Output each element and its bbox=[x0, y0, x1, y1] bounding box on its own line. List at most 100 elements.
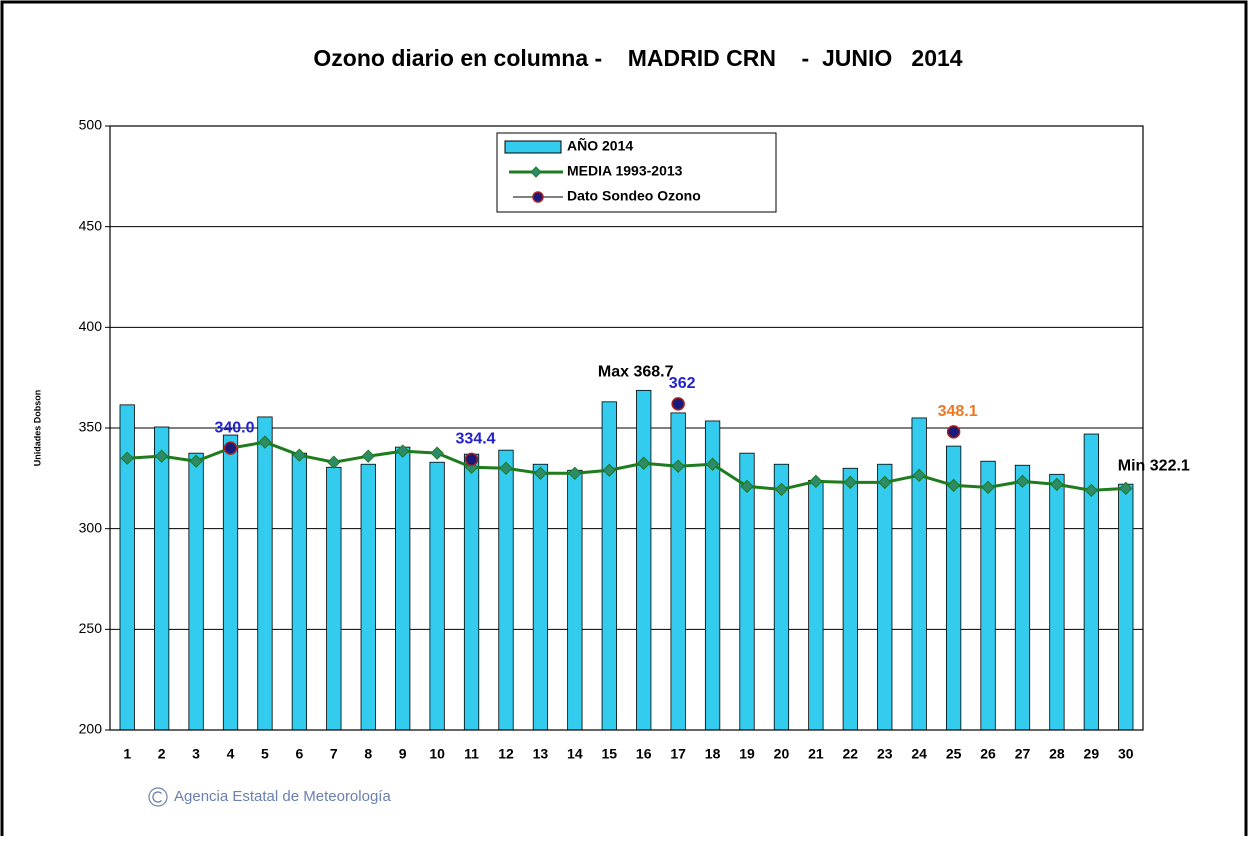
copyright-icon bbox=[148, 787, 168, 807]
y-tick-label: 400 bbox=[79, 318, 103, 334]
line-marker bbox=[1015, 474, 1030, 489]
footer: Agencia Estatal de Meteorología bbox=[174, 788, 391, 805]
bar bbox=[532, 463, 549, 731]
bar bbox=[498, 449, 514, 731]
x-tick-label: 1 bbox=[123, 746, 131, 762]
legend-swatch bbox=[504, 140, 562, 154]
bar bbox=[911, 417, 927, 731]
bar bbox=[877, 463, 893, 731]
bar bbox=[291, 452, 308, 731]
bar bbox=[463, 453, 480, 731]
x-tick-label: 25 bbox=[946, 746, 962, 762]
x-tick-label: 5 bbox=[261, 746, 269, 762]
x-tick-label: 22 bbox=[843, 746, 859, 762]
y-tick-label: 300 bbox=[79, 519, 103, 535]
legend-label: AÑO 2014 bbox=[567, 137, 633, 154]
bar bbox=[636, 389, 652, 731]
x-tick-label: 20 bbox=[774, 746, 790, 762]
bar bbox=[1118, 483, 1134, 731]
x-tick-label: 4 bbox=[227, 746, 235, 762]
y-tick-label: 250 bbox=[79, 620, 103, 636]
bar bbox=[980, 460, 996, 731]
x-tick-label: 17 bbox=[670, 746, 686, 762]
point bbox=[946, 425, 961, 439]
line-marker bbox=[843, 475, 858, 490]
line-marker bbox=[946, 478, 961, 493]
point bbox=[223, 441, 238, 455]
legend-marker bbox=[530, 166, 542, 178]
y-tick-label: 350 bbox=[79, 419, 103, 435]
x-tick-label: 28 bbox=[1049, 746, 1065, 762]
x-tick-label: 19 bbox=[739, 746, 755, 762]
x-tick-label: 9 bbox=[399, 746, 407, 762]
line-marker bbox=[774, 482, 789, 497]
x-tick-label: 18 bbox=[705, 746, 721, 762]
line-marker bbox=[292, 448, 307, 462]
x-tick-label: 21 bbox=[808, 746, 824, 762]
x-tick-label: 10 bbox=[429, 746, 445, 762]
line-marker bbox=[1084, 483, 1099, 498]
y-tick-label: 450 bbox=[79, 217, 103, 233]
line-marker bbox=[189, 454, 203, 468]
line-marker bbox=[912, 468, 926, 483]
plot-border bbox=[109, 125, 1144, 731]
bar bbox=[326, 466, 342, 731]
line-marker bbox=[671, 459, 685, 473]
line-marker bbox=[1050, 477, 1064, 492]
line-marker bbox=[1119, 481, 1133, 496]
x-tick-label: 30 bbox=[1118, 746, 1134, 762]
line-marker bbox=[568, 466, 582, 481]
line-marker bbox=[637, 456, 651, 470]
bar bbox=[1083, 433, 1099, 731]
x-tick-label: 15 bbox=[601, 746, 617, 762]
point bbox=[671, 397, 685, 411]
line-marker bbox=[361, 449, 375, 463]
point bbox=[464, 452, 479, 467]
line-marker bbox=[430, 446, 444, 460]
bar bbox=[842, 467, 858, 731]
bar bbox=[773, 463, 790, 731]
data-label: 334.4 bbox=[456, 431, 496, 448]
line-marker bbox=[809, 474, 823, 489]
data-label: 362 bbox=[669, 375, 696, 392]
line-marker bbox=[395, 444, 410, 458]
bar bbox=[1014, 464, 1031, 731]
x-tick-label: 3 bbox=[192, 746, 200, 762]
x-tick-label: 14 bbox=[567, 746, 583, 762]
bar bbox=[567, 469, 583, 731]
data-label: 348.1 bbox=[938, 403, 978, 420]
legend-marker bbox=[532, 191, 544, 203]
x-tick-label: 16 bbox=[636, 746, 652, 762]
line-marker bbox=[154, 449, 169, 463]
line-marker bbox=[120, 451, 134, 465]
x-tick-label: 24 bbox=[911, 746, 927, 762]
legend-label: MEDIA 1993-2013 bbox=[567, 163, 683, 179]
line-marker bbox=[258, 435, 272, 449]
bar bbox=[188, 452, 204, 731]
y-tick-label: 500 bbox=[79, 117, 103, 133]
line-marker bbox=[602, 463, 616, 477]
x-tick-label: 8 bbox=[364, 746, 372, 762]
bar bbox=[154, 426, 170, 731]
x-tick-label: 27 bbox=[1015, 746, 1031, 762]
legend-label: Dato Sondeo Ozono bbox=[567, 188, 701, 204]
bar bbox=[257, 416, 273, 731]
x-tick-label: 12 bbox=[498, 746, 514, 762]
x-tick-label: 2 bbox=[158, 746, 166, 762]
x-tick-label: 23 bbox=[877, 746, 893, 762]
x-tick-label: 29 bbox=[1084, 746, 1100, 762]
x-tick-label: 7 bbox=[330, 746, 338, 762]
line-marker bbox=[499, 461, 513, 475]
x-tick-label: 6 bbox=[295, 746, 303, 762]
bar bbox=[808, 479, 824, 731]
x-tick-label: 11 bbox=[464, 746, 479, 762]
x-tick-label: 26 bbox=[980, 746, 996, 762]
bar bbox=[1049, 473, 1065, 731]
annotation: Max 368.7 bbox=[598, 364, 674, 381]
line-marker bbox=[981, 480, 995, 495]
bar bbox=[601, 401, 617, 731]
bar bbox=[739, 452, 755, 731]
line-marker bbox=[327, 455, 341, 469]
